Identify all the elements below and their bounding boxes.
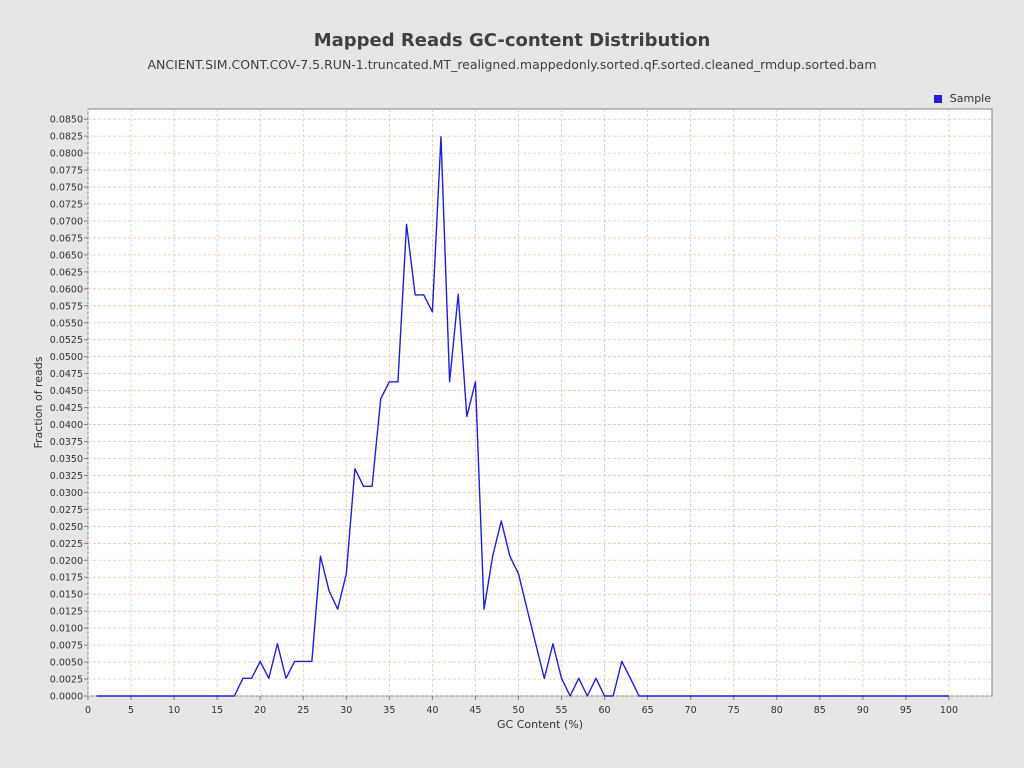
y-tick-label: 0.0800	[50, 149, 83, 160]
x-tick-label: 0	[85, 705, 91, 716]
x-tick-label: 40	[426, 705, 438, 716]
x-axis-label: GC Content (%)	[497, 718, 583, 731]
chart-title: Mapped Reads GC-content Distribution	[313, 30, 711, 51]
x-tick-label: 10	[168, 705, 180, 716]
x-tick-label: 65	[642, 705, 654, 716]
x-tick-label: 50	[512, 705, 524, 716]
legend-swatch	[933, 94, 942, 103]
y-tick-label: 0.0825	[50, 132, 83, 143]
y-tick-label: 0.0200	[50, 556, 83, 567]
chart-legend: Sample	[933, 92, 991, 105]
x-tick-label: 35	[383, 705, 395, 716]
y-tick-label: 0.0575	[50, 301, 83, 312]
axes: 0 5 10 15 20 25 30 35 40 45 50 55 60 65 70 75 80 85 90 95 10…	[50, 115, 958, 716]
y-tick-label: 0.0625	[50, 267, 83, 278]
legend-label: Sample	[949, 92, 991, 105]
y-tick-label: 0.0600	[50, 284, 83, 295]
plot-area	[87, 108, 993, 697]
y-tick-label: 0.0525	[50, 335, 83, 346]
y-tick-label: 0.0700	[50, 216, 83, 227]
y-tick-label: 0.0425	[50, 403, 83, 414]
y-tick-label: 0.0475	[50, 369, 83, 380]
y-tick-label: 0.0000	[50, 692, 83, 703]
y-tick-label: 0.0850	[50, 115, 83, 126]
y-tick-label: 0.0100	[50, 624, 83, 635]
x-tick-label: 85	[814, 705, 826, 716]
x-tick-label: 90	[857, 705, 869, 716]
x-tick-label: 80	[771, 705, 783, 716]
y-tick-label: 0.0125	[50, 607, 83, 618]
x-tick-label: 45	[469, 705, 481, 716]
y-tick-label: 0.0050	[50, 658, 83, 669]
y-tick-label: 0.0775	[50, 166, 83, 177]
y-tick-label: 0.0025	[50, 675, 83, 686]
x-tick-label: 5	[128, 705, 134, 716]
y-tick-label: 0.0675	[50, 233, 83, 244]
y-tick-label: 0.0075	[50, 641, 83, 652]
x-tick-label: 30	[340, 705, 352, 716]
series-line-sample	[96, 136, 949, 697]
y-tick-label: 0.0225	[50, 539, 83, 550]
y-axis-label: Fraction of reads	[32, 356, 45, 448]
x-tick-label: 20	[254, 705, 266, 716]
y-tick-label: 0.0175	[50, 573, 83, 584]
y-tick-label: 0.0250	[50, 522, 83, 533]
x-tick-label: 70	[685, 705, 697, 716]
y-tick-label: 0.0550	[50, 318, 83, 329]
x-tick-label: 15	[211, 705, 223, 716]
y-tick-label: 0.0375	[50, 437, 83, 448]
y-tick-label: 0.0325	[50, 471, 83, 482]
y-tick-label: 0.0300	[50, 488, 83, 499]
y-tick-label: 0.0400	[50, 420, 83, 431]
y-tick-label: 0.0450	[50, 386, 83, 397]
y-tick-label: 0.0500	[50, 352, 83, 363]
x-tick-label: 25	[297, 705, 309, 716]
x-tick-label: 55	[555, 705, 567, 716]
y-tick-label: 0.0275	[50, 505, 83, 516]
x-tick-label: 100	[940, 705, 958, 716]
y-tick-label: 0.0350	[50, 454, 83, 465]
x-tick-label: 60	[599, 705, 611, 716]
x-tick-label: 75	[728, 705, 740, 716]
y-tick-label: 0.0750	[50, 183, 83, 194]
chart-subtitle: ANCIENT.SIM.CONT.COV-7.5.RUN-1.truncated…	[147, 57, 877, 72]
grid-lines	[87, 109, 992, 697]
x-tick-label: 95	[900, 705, 912, 716]
series-layer	[96, 136, 949, 697]
y-tick-label: 0.0150	[50, 590, 83, 601]
y-tick-label: 0.0650	[50, 250, 83, 261]
y-tick-label: 0.0725	[50, 200, 83, 211]
